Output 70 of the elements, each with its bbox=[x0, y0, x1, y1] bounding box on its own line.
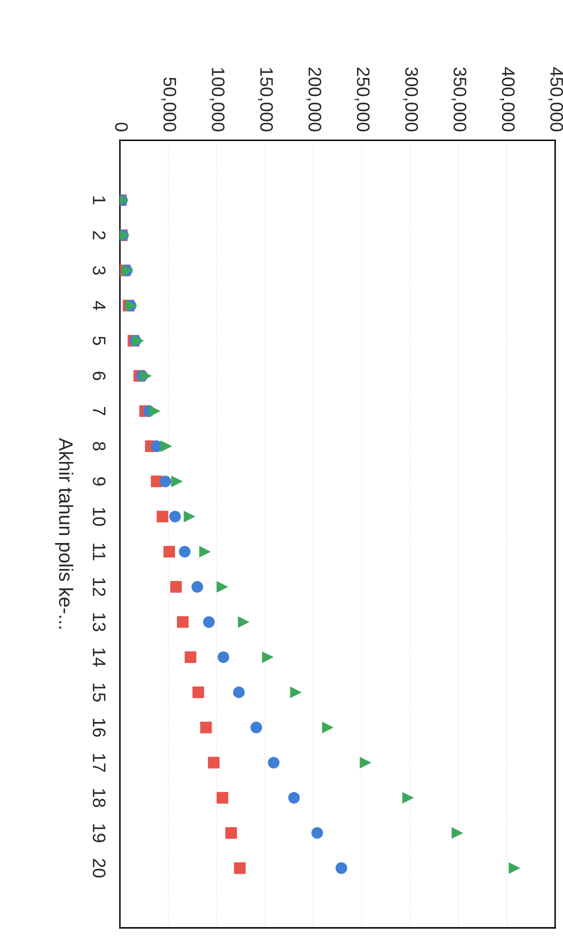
point bbox=[208, 756, 220, 768]
point bbox=[336, 862, 348, 874]
x-tick-label: 200,000 bbox=[306, 68, 322, 132]
y-tick-label: 3 bbox=[92, 266, 106, 275]
point bbox=[160, 440, 172, 452]
point bbox=[178, 546, 191, 558]
y-tick-label: 13 bbox=[92, 613, 106, 632]
point bbox=[184, 510, 196, 522]
point bbox=[191, 581, 204, 593]
point bbox=[402, 792, 414, 804]
point bbox=[163, 546, 176, 558]
point bbox=[234, 862, 246, 874]
x-tick-label: 350,000 bbox=[451, 67, 466, 132]
point bbox=[148, 405, 161, 417]
y-tick-label: 18 bbox=[92, 789, 106, 808]
point bbox=[250, 722, 262, 734]
point bbox=[290, 686, 302, 698]
y-axis-title: Akhir tahun polis ke-... bbox=[55, 438, 74, 629]
point bbox=[140, 370, 152, 382]
point bbox=[200, 722, 212, 734]
y-tick-label: 8 bbox=[92, 442, 106, 450]
point bbox=[199, 546, 211, 558]
x-tick-label: 300,000 bbox=[403, 67, 418, 132]
point bbox=[322, 722, 334, 734]
point bbox=[176, 616, 189, 628]
y-tick-label: 4 bbox=[92, 300, 106, 310]
x-tick-label: 50,000 bbox=[161, 78, 176, 132]
point bbox=[171, 476, 183, 488]
y-tick-label: 7 bbox=[92, 406, 106, 416]
y-tick-label: 2 bbox=[92, 231, 106, 240]
y-tick-label: 17 bbox=[92, 754, 106, 772]
point bbox=[452, 827, 464, 839]
point bbox=[184, 651, 196, 663]
x-tick-label: 0 bbox=[115, 122, 128, 132]
y-tick-label: 10 bbox=[92, 508, 106, 526]
point bbox=[160, 476, 172, 488]
y-tick-label: 1 bbox=[92, 196, 106, 204]
y-tick-label: 19 bbox=[92, 824, 106, 842]
point bbox=[156, 510, 168, 522]
y-tick-label: 6 bbox=[92, 372, 106, 380]
point bbox=[216, 792, 228, 804]
point bbox=[262, 651, 274, 663]
y-tick-label: 14 bbox=[92, 648, 106, 667]
y-tick-label: 12 bbox=[92, 578, 106, 596]
x-tick-label: 400,000 bbox=[500, 67, 515, 132]
point bbox=[218, 651, 230, 663]
point bbox=[170, 581, 182, 593]
point bbox=[508, 862, 520, 874]
point bbox=[216, 581, 228, 593]
x-tick-label: 450,000 bbox=[548, 67, 563, 132]
y-tick-label: 15 bbox=[92, 684, 106, 702]
y-tick-label: 16 bbox=[92, 718, 106, 737]
point bbox=[203, 616, 215, 628]
point bbox=[233, 686, 245, 698]
x-tick-label: 250,000 bbox=[354, 68, 370, 132]
point bbox=[238, 616, 250, 628]
y-tick-label: 9 bbox=[92, 477, 106, 486]
point bbox=[132, 334, 144, 347]
point bbox=[225, 827, 237, 839]
y-tick-label: 11 bbox=[92, 544, 106, 560]
point bbox=[192, 686, 204, 698]
y-tick-label: 5 bbox=[92, 336, 106, 346]
point bbox=[268, 756, 280, 768]
y-tick-label: 20 bbox=[92, 858, 106, 878]
point bbox=[311, 827, 324, 839]
point bbox=[288, 792, 300, 804]
point bbox=[360, 756, 372, 768]
x-tick-label: 150,000 bbox=[258, 68, 273, 132]
point bbox=[169, 510, 181, 522]
x-tick-label: 100,000 bbox=[210, 68, 225, 132]
